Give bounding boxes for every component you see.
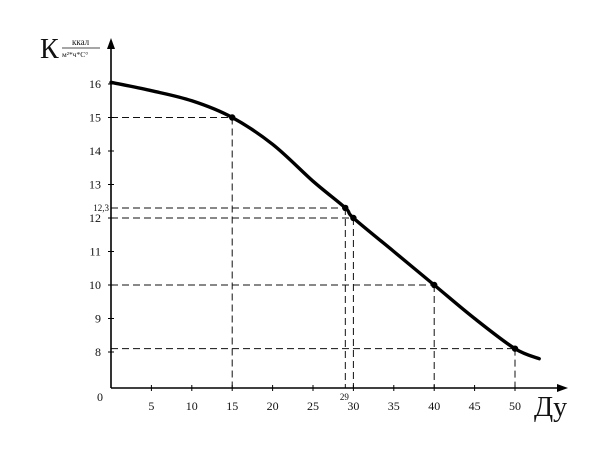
x-tick-label: 5 (148, 399, 154, 413)
series (109, 80, 541, 361)
y-axis-title: К (40, 34, 59, 65)
y-axis-unit-numerator: ккал (72, 37, 90, 47)
y-tick-label: 12 (89, 211, 101, 225)
y-axis-unit-denominator: м²*ч*С° (62, 50, 88, 59)
y-tick-label: 10 (89, 278, 101, 292)
x-axis-arrow (557, 384, 568, 392)
y-axis-arrow (107, 38, 115, 49)
x-tick-label: 35 (388, 399, 400, 413)
x-tick-label: 0 (97, 390, 103, 404)
x-tick-label: 20 (267, 399, 279, 413)
y-tick-label: 16 (89, 77, 101, 91)
y-tick-label: 13 (89, 178, 101, 192)
x-tick-label: 15 (226, 399, 238, 413)
x-tick-label: 30 (347, 399, 359, 413)
x-axis-title: Ду (534, 392, 567, 423)
x-tick-label: 45 (469, 399, 481, 413)
y-tick-label: 8 (95, 345, 101, 359)
data-points (229, 114, 519, 352)
guide-lines (111, 117, 516, 388)
y-tick-label: 15 (89, 111, 101, 125)
x-tick-label: 40 (428, 399, 440, 413)
y-tick-label: 9 (95, 312, 101, 326)
x-tick-label: 50 (509, 399, 521, 413)
axes (107, 38, 568, 392)
y-tick-label: 11 (89, 245, 101, 259)
data-point (431, 281, 438, 289)
data-point (350, 214, 357, 222)
data-point (229, 114, 236, 121)
tick-labels: 0 5 10 15 20 25 30 35 40 45 50 29 8 9 10 11 12 13 14 15 16 12… (89, 77, 521, 413)
series-line (109, 80, 541, 361)
x-tick-label: 25 (307, 399, 319, 413)
y-tick-label: 14 (89, 144, 101, 158)
x-extra-label: 29 (340, 392, 350, 402)
data-point (342, 204, 349, 212)
data-point (511, 345, 519, 352)
y-extra-label: 12,3 (93, 203, 109, 213)
x-tick-label: 10 (186, 399, 198, 413)
